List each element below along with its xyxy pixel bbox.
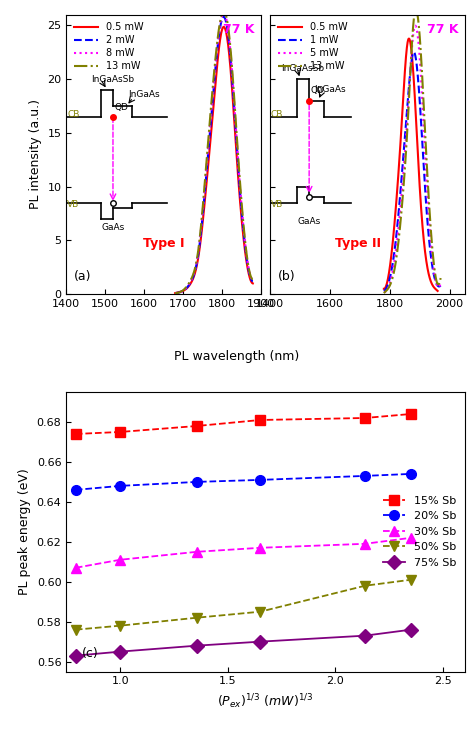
15% Sb bbox=[118, 428, 123, 437]
75% Sb bbox=[194, 641, 200, 650]
Line: 50% Sb: 50% Sb bbox=[71, 575, 416, 634]
75% Sb bbox=[118, 648, 123, 656]
Text: CB: CB bbox=[67, 110, 80, 119]
30% Sb bbox=[194, 548, 200, 556]
50% Sb bbox=[362, 581, 368, 590]
50% Sb bbox=[257, 607, 263, 616]
15% Sb bbox=[73, 429, 79, 438]
Text: Type II: Type II bbox=[335, 237, 381, 250]
Text: PL wavelength (nm): PL wavelength (nm) bbox=[174, 350, 300, 364]
20% Sb bbox=[408, 469, 414, 478]
Text: GaAs: GaAs bbox=[101, 223, 125, 231]
75% Sb bbox=[73, 651, 79, 660]
Line: 15% Sb: 15% Sb bbox=[71, 409, 416, 439]
15% Sb bbox=[408, 410, 414, 418]
Text: InGaAsSb: InGaAsSb bbox=[91, 75, 135, 85]
30% Sb bbox=[362, 539, 368, 548]
50% Sb bbox=[73, 626, 79, 634]
15% Sb bbox=[362, 414, 368, 423]
15% Sb bbox=[194, 422, 200, 431]
20% Sb bbox=[257, 475, 263, 484]
20% Sb bbox=[73, 485, 79, 494]
Legend: 0.5 mW, 1 mW, 5 mW, 13 mW: 0.5 mW, 1 mW, 5 mW, 13 mW bbox=[275, 20, 351, 74]
Line: 30% Sb: 30% Sb bbox=[71, 533, 416, 572]
50% Sb bbox=[118, 621, 123, 630]
Text: InGaAs: InGaAs bbox=[128, 91, 160, 99]
75% Sb bbox=[408, 626, 414, 634]
Legend: 15% Sb, 20% Sb, 30% Sb, 50% Sb, 75% Sb: 15% Sb, 20% Sb, 30% Sb, 50% Sb, 75% Sb bbox=[381, 493, 459, 570]
75% Sb bbox=[257, 637, 263, 646]
Text: 77 K: 77 K bbox=[427, 23, 459, 36]
X-axis label: $(P_{ex})^{1/3}$ $(mW)^{1/3}$: $(P_{ex})^{1/3}$ $(mW)^{1/3}$ bbox=[217, 692, 314, 711]
Text: Type I: Type I bbox=[143, 237, 184, 250]
30% Sb bbox=[73, 564, 79, 572]
Text: VB: VB bbox=[67, 201, 79, 210]
20% Sb bbox=[362, 472, 368, 480]
Text: VB: VB bbox=[271, 201, 283, 210]
30% Sb bbox=[257, 543, 263, 552]
Text: InGaAs: InGaAs bbox=[315, 85, 346, 94]
30% Sb bbox=[118, 556, 123, 564]
15% Sb bbox=[257, 415, 263, 424]
Text: CB: CB bbox=[271, 110, 283, 119]
20% Sb bbox=[194, 477, 200, 486]
50% Sb bbox=[194, 613, 200, 622]
Text: (b): (b) bbox=[278, 270, 296, 283]
Text: QD: QD bbox=[115, 104, 129, 112]
Line: 20% Sb: 20% Sb bbox=[71, 469, 416, 495]
Line: 75% Sb: 75% Sb bbox=[71, 625, 416, 661]
Text: 77 K: 77 K bbox=[223, 23, 255, 36]
Text: (a): (a) bbox=[74, 270, 91, 283]
30% Sb bbox=[408, 534, 414, 542]
Text: (c): (c) bbox=[82, 648, 99, 661]
Text: GaAs: GaAs bbox=[298, 218, 321, 226]
Y-axis label: PL intensity (a.u.): PL intensity (a.u.) bbox=[29, 99, 42, 210]
Text: InGaAsSb: InGaAsSb bbox=[282, 64, 325, 72]
Y-axis label: PL peak energy (eV): PL peak energy (eV) bbox=[18, 469, 31, 595]
Text: QD: QD bbox=[310, 86, 325, 95]
50% Sb bbox=[408, 575, 414, 584]
Legend: 0.5 mW, 2 mW, 8 mW, 13 mW: 0.5 mW, 2 mW, 8 mW, 13 mW bbox=[71, 20, 147, 74]
20% Sb bbox=[118, 482, 123, 491]
75% Sb bbox=[362, 631, 368, 640]
